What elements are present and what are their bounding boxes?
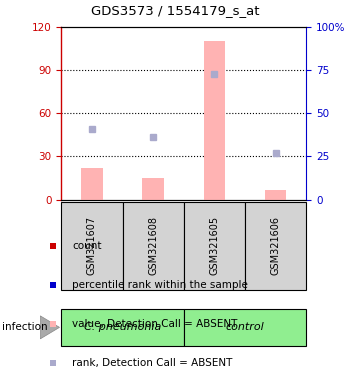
- Text: value, Detection Call = ABSENT: value, Detection Call = ABSENT: [72, 319, 237, 329]
- Bar: [204, 41, 225, 200]
- Bar: [122, 202, 184, 290]
- Text: rank, Detection Call = ABSENT: rank, Detection Call = ABSENT: [72, 358, 232, 367]
- Bar: [61, 202, 122, 290]
- Text: count: count: [72, 241, 102, 251]
- Bar: [61, 309, 184, 346]
- Bar: [184, 309, 306, 346]
- Text: infection: infection: [2, 322, 47, 333]
- Text: C. pneumonia: C. pneumonia: [84, 322, 161, 333]
- Text: GSM321608: GSM321608: [148, 216, 158, 275]
- Bar: [81, 168, 103, 200]
- Bar: [142, 178, 164, 200]
- Text: control: control: [226, 322, 264, 333]
- Text: GSM321607: GSM321607: [87, 216, 97, 275]
- Text: GSM321606: GSM321606: [271, 216, 281, 275]
- Polygon shape: [40, 316, 60, 339]
- Bar: [265, 190, 286, 200]
- Text: percentile rank within the sample: percentile rank within the sample: [72, 280, 248, 290]
- Text: GSM321605: GSM321605: [209, 216, 219, 275]
- Bar: [184, 202, 245, 290]
- Text: GDS3573 / 1554179_s_at: GDS3573 / 1554179_s_at: [91, 4, 259, 17]
- Bar: [245, 202, 306, 290]
